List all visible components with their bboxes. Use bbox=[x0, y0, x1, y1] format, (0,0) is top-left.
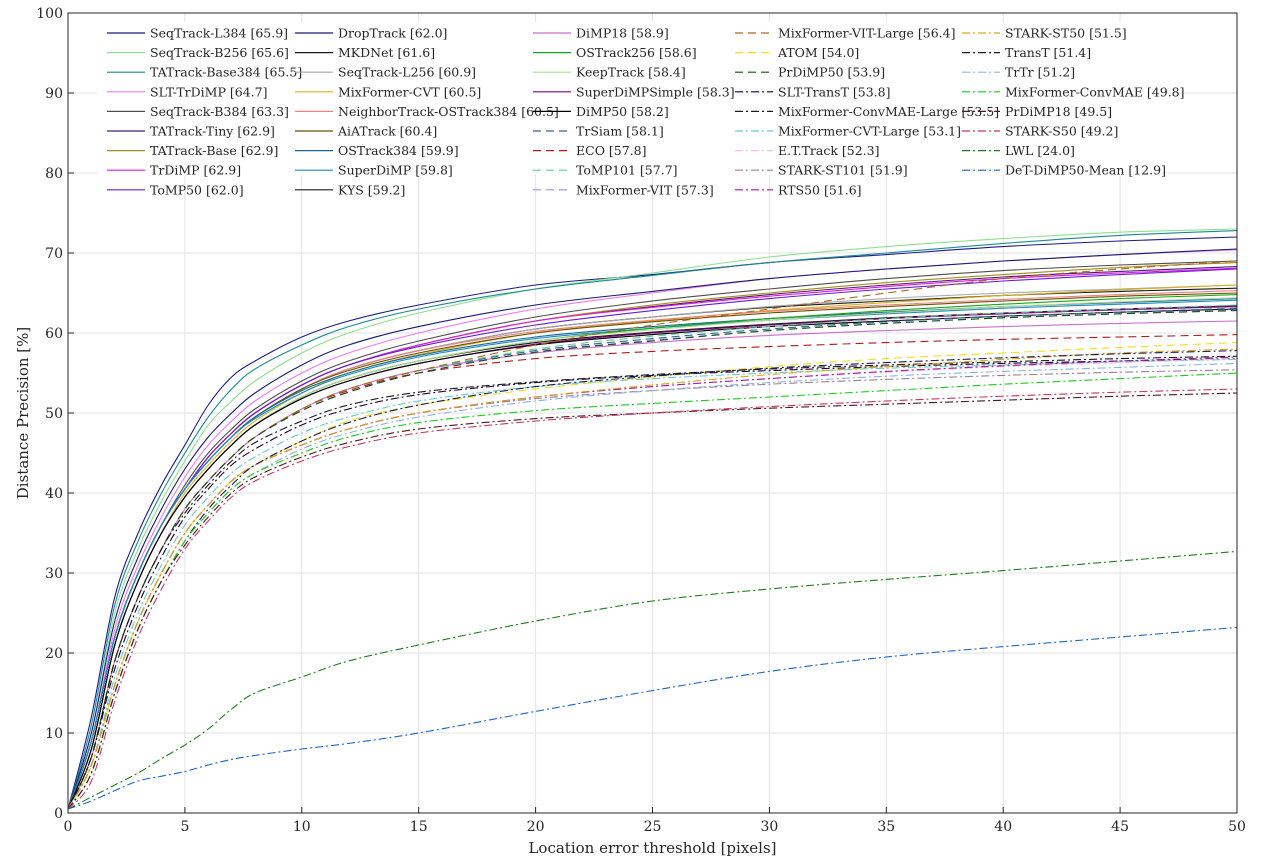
legend-label: SuperDiMP [59.8] bbox=[338, 163, 453, 178]
series-line-16 bbox=[67, 299, 1238, 810]
series-line-1 bbox=[67, 228, 1238, 810]
x-tick-label: 45 bbox=[1111, 819, 1129, 835]
y-tick-label: 60 bbox=[45, 326, 63, 342]
legend-label: DeT-DiMP50-Mean [12.9] bbox=[1005, 163, 1166, 178]
series-line-36 bbox=[67, 348, 1238, 810]
legend-label: SuperDiMPSimple [58.3] bbox=[576, 84, 735, 99]
y-tick-label: 40 bbox=[45, 486, 63, 502]
series-line-2 bbox=[67, 230, 1238, 810]
series-line-40 bbox=[67, 392, 1238, 810]
legend-label: SLT-TransT [53.8] bbox=[778, 84, 890, 99]
y-tick-label: 30 bbox=[45, 566, 63, 582]
legend-label: MKDNet [61.6] bbox=[338, 45, 435, 60]
y-tick-label: 0 bbox=[54, 806, 63, 822]
legend-label: DropTrack [62.0] bbox=[338, 26, 447, 41]
legend-label: TATrack-Tiny [62.9] bbox=[150, 124, 275, 139]
y-tick-label: 80 bbox=[45, 166, 63, 182]
x-tick-label: 30 bbox=[760, 819, 778, 835]
legend-label: SLT-TrDiMP [64.7] bbox=[150, 84, 267, 99]
legend-label: TrTr [51.2] bbox=[1005, 65, 1075, 80]
legend: SeqTrack-L384 [65.9] SeqTrack-B256 [65.6]… bbox=[97, 22, 1185, 197]
y-tick-label: 50 bbox=[45, 406, 63, 422]
legend-label: ToMP50 [62.0] bbox=[150, 182, 244, 197]
x-tick-label: 15 bbox=[410, 819, 428, 835]
x-tick-label: 5 bbox=[180, 819, 189, 835]
legend-background bbox=[97, 22, 1162, 175]
y-tick-label: 90 bbox=[45, 86, 63, 102]
y-tick-label: 100 bbox=[36, 6, 63, 22]
legend-label: ToMP101 [57.7] bbox=[576, 163, 678, 178]
series-line-42 bbox=[67, 550, 1238, 810]
y-tick-label: 10 bbox=[45, 726, 63, 742]
series-line-31 bbox=[67, 355, 1238, 810]
legend-label: MixFormer-VIT-Large [56.4] bbox=[778, 26, 955, 41]
x-tick-label: 25 bbox=[644, 819, 662, 835]
legend-label: LWL [24.0] bbox=[1005, 143, 1075, 158]
x-tick-label: 0 bbox=[64, 819, 73, 835]
legend-label: DiMP50 [58.2] bbox=[576, 104, 669, 119]
x-tick-label: 35 bbox=[877, 819, 895, 835]
y-tick-label: 20 bbox=[45, 646, 63, 662]
legend-label: TransT [51.4] bbox=[1005, 45, 1091, 60]
series-line-30 bbox=[67, 358, 1238, 810]
legend-label: PrDiMP18 [49.5] bbox=[1005, 104, 1112, 119]
legend-label: SeqTrack-L384 [65.9] bbox=[150, 26, 288, 41]
legend-label: MixFormer-ConvMAE [49.8] bbox=[1005, 84, 1185, 99]
legend-label: SeqTrack-B256 [65.6] bbox=[150, 45, 289, 60]
series-line-28 bbox=[67, 342, 1238, 810]
y-tick-label: 70 bbox=[45, 246, 63, 262]
legend-label: SeqTrack-B384 [63.3] bbox=[150, 104, 289, 119]
legend-label: KYS [59.2] bbox=[338, 182, 405, 197]
legend-label: MixFormer-CVT-Large [53.1] bbox=[778, 124, 961, 139]
x-axis-label: Location error threshold [pixels] bbox=[528, 839, 776, 857]
series-line-0 bbox=[67, 236, 1238, 810]
series-line-9 bbox=[67, 248, 1238, 810]
legend-label: MixFormer-ConvMAE-Large [53.5] bbox=[778, 104, 999, 119]
legend-label: STARK-ST101 [51.9] bbox=[778, 163, 908, 178]
legend-label: OSTrack256 [58.6] bbox=[576, 45, 697, 60]
legend-label: SeqTrack-L256 [60.9] bbox=[338, 65, 476, 80]
series-lines bbox=[67, 228, 1238, 810]
x-tick-label: 10 bbox=[293, 819, 311, 835]
y-axis-label: Distance Precision [%] bbox=[14, 327, 32, 499]
legend-label: E.T.Track [52.3] bbox=[778, 143, 879, 158]
legend-label: MixFormer-VIT [57.3] bbox=[576, 182, 714, 197]
x-tick-label: 40 bbox=[994, 819, 1012, 835]
legend-label: AiATrack [60.4] bbox=[337, 124, 437, 139]
legend-label: DiMP18 [58.9] bbox=[576, 26, 669, 41]
legend-label: MixFormer-CVT [60.5] bbox=[338, 84, 481, 99]
series-line-32 bbox=[67, 358, 1238, 810]
legend-label: RTS50 [51.6] bbox=[778, 182, 862, 197]
legend-label: TATrack-Base384 [65.5] bbox=[150, 65, 302, 80]
legend-label: ATOM [54.0] bbox=[777, 45, 859, 60]
legend-label: NeighborTrack-OSTrack384 [60.5] bbox=[338, 104, 559, 119]
legend-label: TATrack-Base [62.9] bbox=[150, 143, 278, 158]
legend-label: TrDiMP [62.9] bbox=[150, 163, 241, 178]
legend-label: PrDiMP50 [53.9] bbox=[778, 65, 885, 80]
legend-label: TrSiam [58.1] bbox=[576, 124, 664, 139]
series-line-41 bbox=[67, 388, 1238, 810]
legend-label: STARK-ST50 [51.5] bbox=[1005, 26, 1127, 41]
legend-label: STARK-S50 [49.2] bbox=[1005, 124, 1118, 139]
legend-label: OSTrack384 [59.9] bbox=[338, 143, 459, 158]
x-tick-label: 20 bbox=[527, 819, 545, 835]
series-line-43 bbox=[67, 626, 1238, 810]
tick-labels: 0 5 10 15 20 25 30 35 40 45 50 0 10 20 30 40 50 60 70 80 90 1… bbox=[36, 6, 1246, 835]
x-tick-label: 50 bbox=[1228, 819, 1246, 835]
legend-label: KeepTrack [58.4] bbox=[576, 65, 686, 80]
legend-label: ECO [57.8] bbox=[576, 143, 647, 158]
